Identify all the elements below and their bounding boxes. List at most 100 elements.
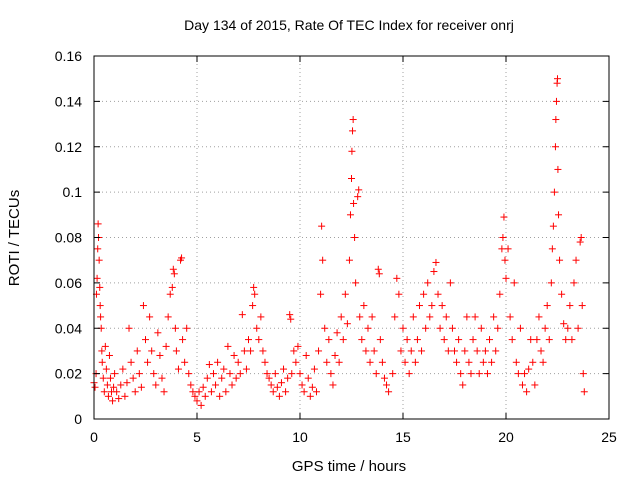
- data-point: [422, 324, 430, 332]
- data-point: [183, 324, 191, 332]
- data-point: [502, 274, 510, 282]
- data-point: [555, 211, 563, 219]
- data-point: [308, 383, 316, 391]
- data-point: [181, 358, 189, 366]
- data-point: [574, 324, 582, 332]
- data-point: [424, 279, 432, 287]
- data-point: [537, 347, 545, 355]
- data-point: [104, 392, 112, 400]
- data-point: [492, 347, 500, 355]
- y-tick-label: 0.06: [55, 275, 82, 291]
- data-point: [321, 324, 329, 332]
- data-point: [355, 186, 363, 194]
- data-point: [105, 351, 113, 359]
- data-point: [166, 290, 174, 298]
- data-point: [496, 290, 504, 298]
- data-point: [418, 347, 426, 355]
- data-point: [499, 234, 507, 241]
- data-point: [234, 358, 242, 366]
- data-point: [158, 374, 166, 382]
- data-point: [556, 256, 564, 264]
- data-point: [348, 175, 355, 183]
- data-point: [446, 279, 454, 287]
- data-point: [253, 324, 261, 332]
- y-tick-label: 0.04: [55, 320, 82, 336]
- y-axis-label: ROTI / TECUs: [6, 190, 23, 286]
- data-point: [263, 370, 271, 378]
- data-point: [533, 336, 541, 344]
- data-point: [541, 324, 549, 332]
- data-point: [117, 381, 125, 389]
- data-point: [315, 347, 323, 355]
- data-point: [203, 374, 211, 382]
- data-point: [552, 97, 560, 105]
- data-point: [436, 324, 444, 332]
- data-point: [451, 347, 458, 355]
- data-point: [521, 370, 529, 378]
- data-point: [548, 245, 556, 253]
- data-point: [378, 358, 386, 366]
- data-point: [98, 347, 106, 355]
- data-point: [156, 351, 164, 359]
- data-point: [335, 358, 343, 366]
- data-point: [531, 381, 539, 389]
- y-tick-label: 0.02: [55, 366, 82, 382]
- axis-ticks: [93, 55, 610, 420]
- data-point: [514, 370, 522, 378]
- data-point: [479, 358, 487, 366]
- data-point: [339, 336, 347, 344]
- data-point: [271, 370, 279, 378]
- data-point: [420, 290, 428, 298]
- data-point: [284, 374, 292, 382]
- data-point: [199, 383, 207, 391]
- data-point: [343, 320, 351, 328]
- data-point: [236, 370, 244, 378]
- data-point: [287, 315, 295, 323]
- data-point: [444, 347, 452, 355]
- data-point: [348, 147, 356, 155]
- data-point: [95, 256, 103, 264]
- data-point: [127, 358, 135, 366]
- data-point: [191, 392, 199, 400]
- data-point: [552, 116, 560, 124]
- data-point: [160, 388, 168, 396]
- data-point: [144, 358, 152, 366]
- data-point: [119, 365, 127, 373]
- data-point: [554, 165, 562, 173]
- data-point: [174, 365, 182, 373]
- data-point: [434, 290, 442, 298]
- data-point: [560, 320, 568, 328]
- x-tick-label: 20: [498, 429, 514, 445]
- data-point: [318, 222, 326, 230]
- data-point: [535, 313, 543, 321]
- data-point: [364, 324, 372, 332]
- data-points: [90, 75, 588, 409]
- data-point: [370, 347, 378, 355]
- data-point: [113, 388, 121, 396]
- data-point: [405, 370, 413, 378]
- data-point: [376, 336, 384, 344]
- x-tick-label: 15: [395, 429, 411, 445]
- x-axis-label: GPS time / hours: [292, 458, 406, 475]
- data-point: [500, 213, 508, 221]
- data-point: [579, 370, 587, 378]
- data-point: [310, 365, 318, 373]
- data-point: [228, 381, 236, 389]
- data-point: [214, 358, 222, 366]
- data-point: [137, 383, 145, 391]
- data-point: [350, 199, 358, 207]
- data-point: [457, 370, 465, 378]
- data-point: [356, 313, 364, 321]
- data-point: [349, 116, 357, 124]
- data-point: [110, 383, 118, 391]
- data-point: [403, 336, 411, 344]
- data-point: [459, 381, 467, 389]
- data-point: [448, 324, 456, 332]
- data-point: [463, 313, 471, 321]
- data-point: [290, 347, 298, 355]
- data-point: [467, 370, 475, 378]
- data-point: [230, 351, 238, 359]
- data-point: [245, 336, 252, 344]
- data-point: [428, 302, 436, 310]
